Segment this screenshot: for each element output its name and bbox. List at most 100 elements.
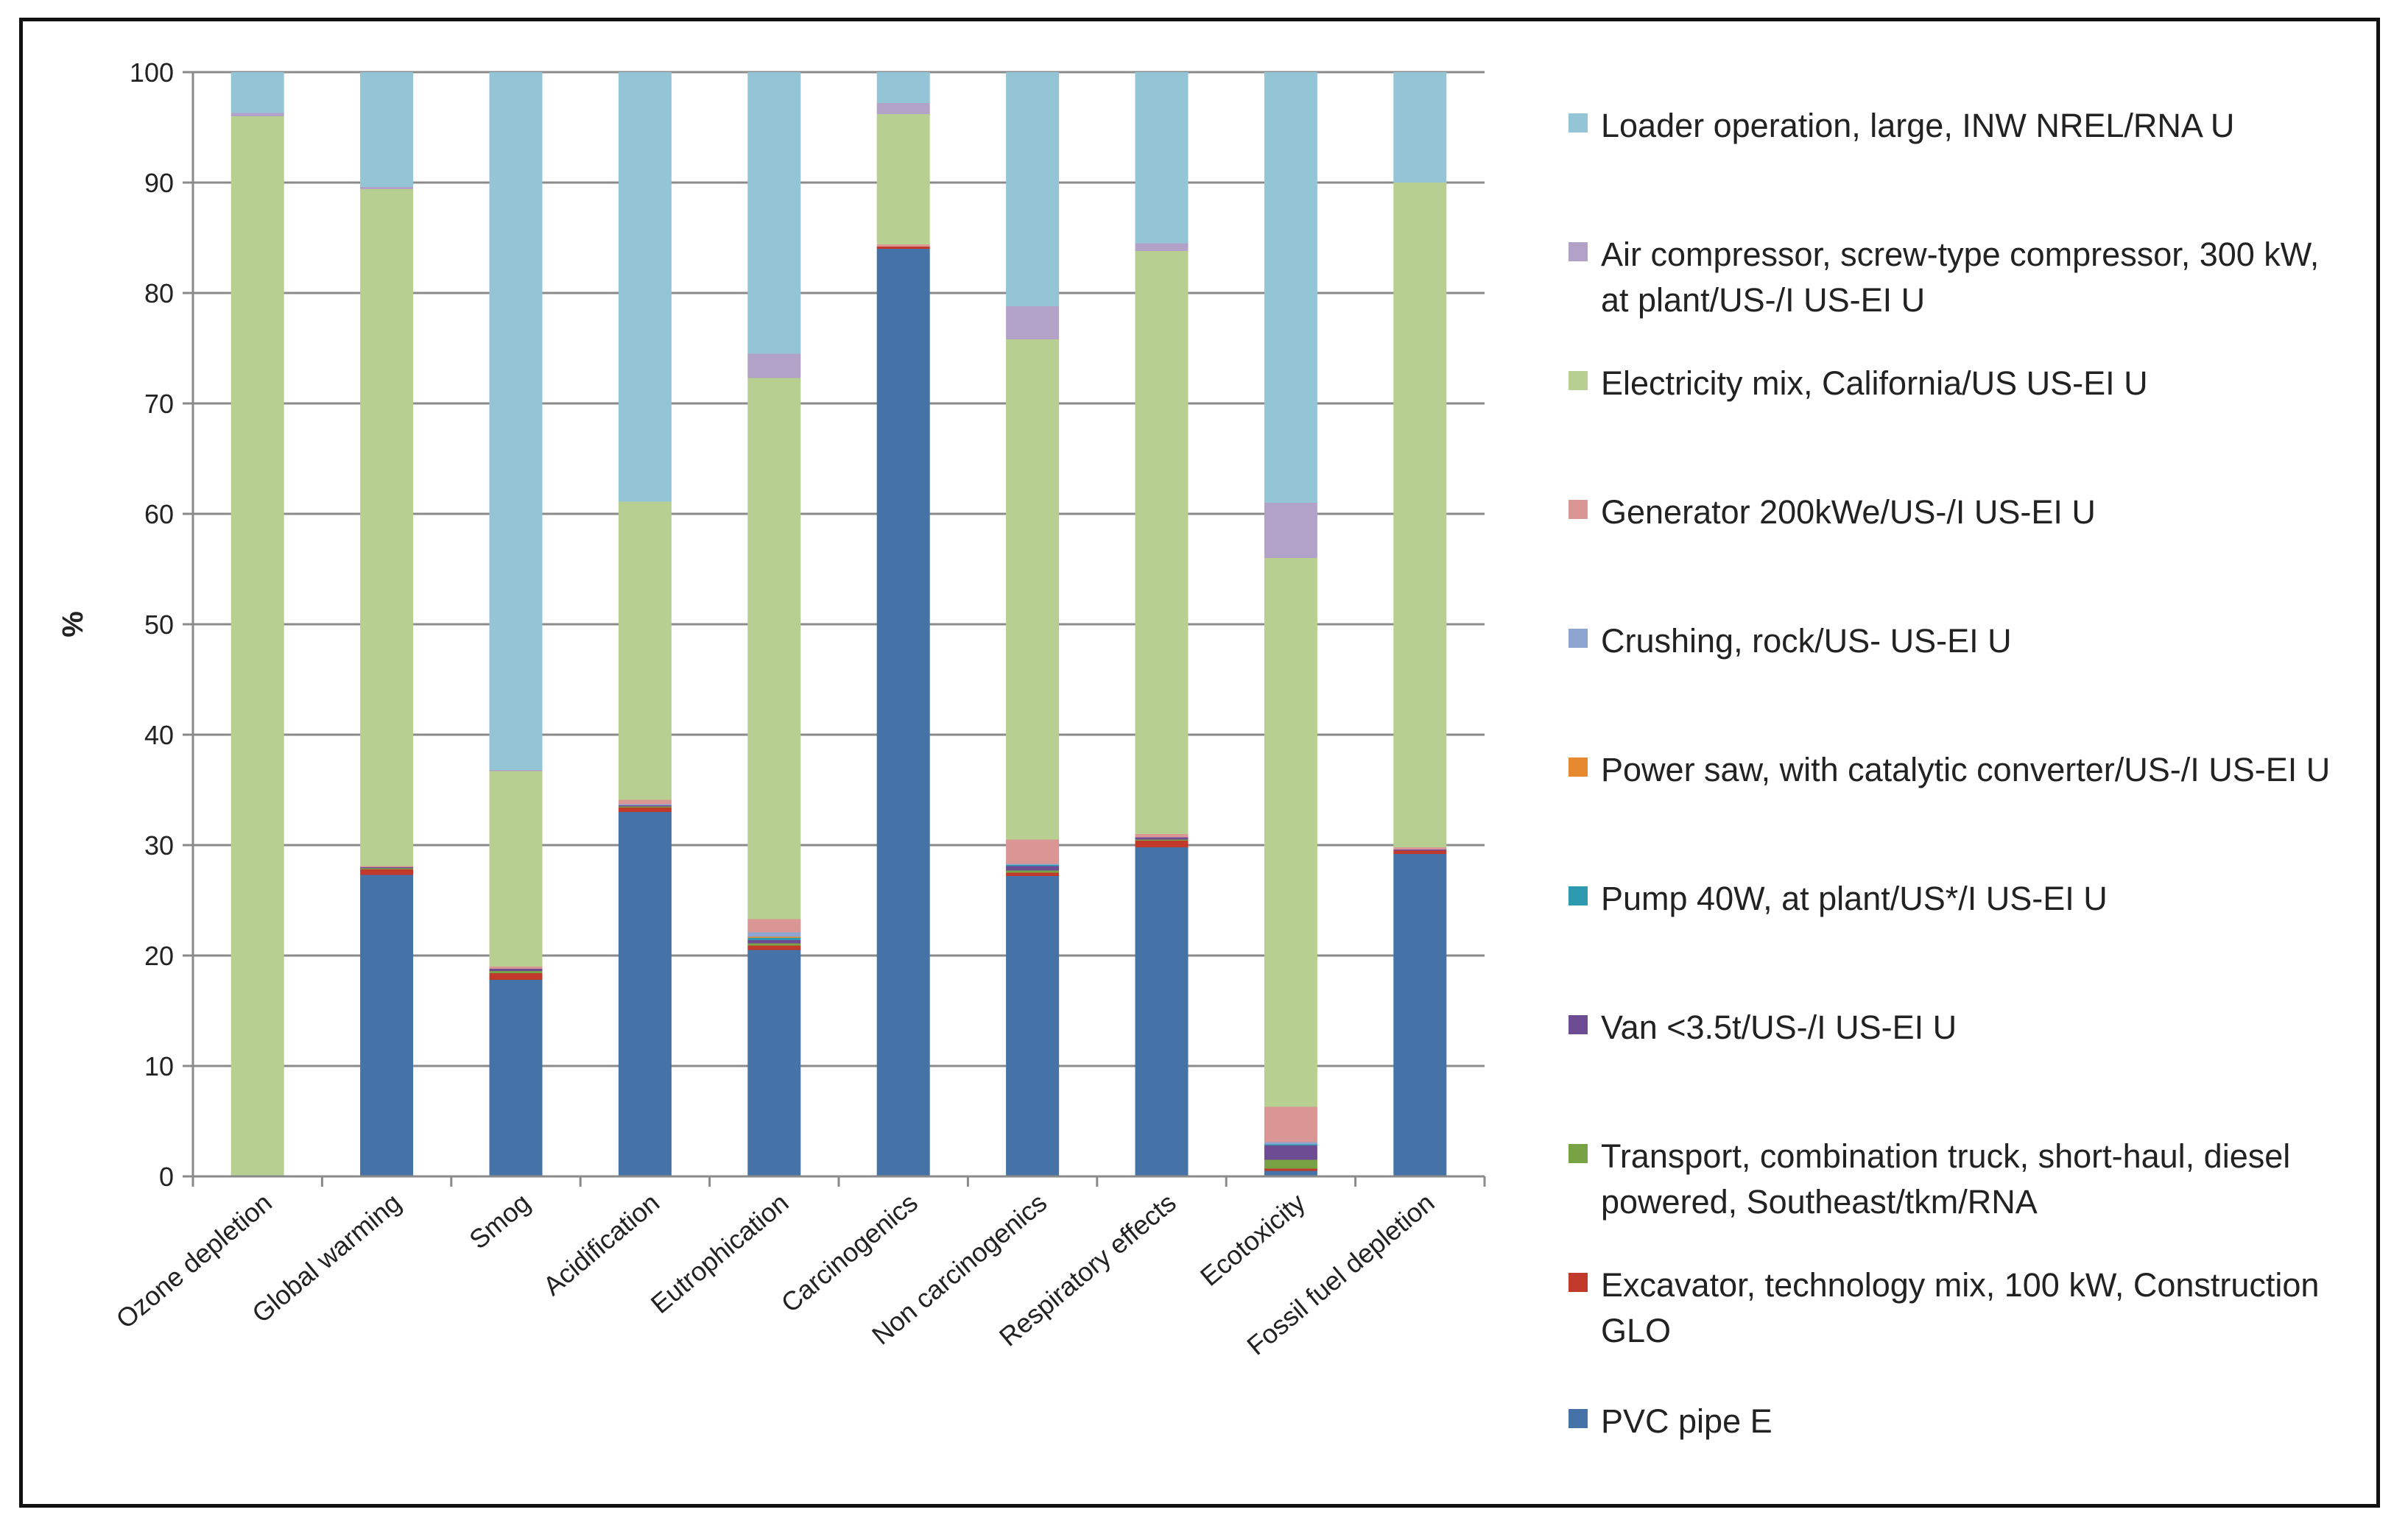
legend-item: Air compressor, screw-type compressor, 3… bbox=[1569, 232, 2349, 323]
bar-segment bbox=[1006, 864, 1060, 865]
bar-segment bbox=[618, 808, 672, 812]
y-tick-label: 0 bbox=[159, 1162, 174, 1192]
bar-segment bbox=[1135, 834, 1189, 838]
bar-segment bbox=[1135, 837, 1189, 840]
bar-segment bbox=[1393, 183, 1447, 847]
y-tick-label: 40 bbox=[144, 720, 174, 750]
bar-segment bbox=[618, 805, 672, 807]
bar-segment bbox=[1393, 850, 1447, 851]
bar-segment bbox=[747, 936, 801, 938]
legend-label: Electricity mix, California/US US-EI U bbox=[1601, 364, 2148, 402]
bar-segment bbox=[747, 938, 801, 940]
legend-label: Van <3.5t/US-/I US-EI U bbox=[1601, 1009, 1957, 1046]
bar-segment bbox=[1135, 847, 1189, 1176]
bar-segment bbox=[876, 249, 930, 1176]
bar-segment bbox=[360, 189, 414, 866]
bar-segment bbox=[1264, 1144, 1317, 1145]
legend-item: Generator 200kWe/US-/I US-EI U bbox=[1569, 490, 2349, 535]
legend-label: Generator 200kWe/US-/I US-EI U bbox=[1601, 493, 2096, 531]
bar-segment bbox=[747, 950, 801, 1176]
bar-segment bbox=[1264, 558, 1317, 1107]
bar-segment bbox=[1264, 1145, 1317, 1160]
legend-label: Transport, combination truck, short-haul… bbox=[1601, 1137, 2291, 1221]
y-tick-label: 100 bbox=[130, 57, 174, 88]
bar-segment bbox=[489, 771, 543, 967]
bar-segment bbox=[1006, 72, 1060, 306]
bar-segment bbox=[230, 116, 284, 1176]
bar-segment bbox=[876, 103, 930, 114]
legend-item: PVC pipe E bbox=[1569, 1399, 2349, 1444]
bar-segment bbox=[1135, 841, 1189, 847]
bar-segment bbox=[618, 799, 672, 805]
legend-swatch bbox=[1569, 758, 1588, 777]
bar-segment bbox=[876, 72, 930, 103]
bar-segment bbox=[1006, 870, 1060, 873]
x-category-label: Smog bbox=[463, 1187, 535, 1255]
bar-segment bbox=[876, 244, 930, 247]
bar-segment bbox=[1006, 339, 1060, 840]
bar-segment bbox=[230, 72, 284, 113]
bar-segment bbox=[489, 72, 543, 770]
bar-segment bbox=[747, 353, 801, 378]
legend-item: Electricity mix, California/US US-EI U bbox=[1569, 361, 2349, 406]
bar-segment bbox=[489, 971, 543, 973]
legend-item: Van <3.5t/US-/I US-EI U bbox=[1569, 1005, 2349, 1050]
y-tick-label: 30 bbox=[144, 830, 174, 861]
bar-segment bbox=[1006, 876, 1060, 1176]
bar-segment bbox=[618, 72, 672, 502]
legend-item: Pump 40W, at plant/US*/I US-EI U bbox=[1569, 876, 2349, 922]
bar-segment bbox=[876, 247, 930, 249]
bar-segment bbox=[360, 72, 414, 187]
bar-segment bbox=[1006, 306, 1060, 339]
bar-segment bbox=[360, 875, 414, 1176]
y-tick-label: 50 bbox=[144, 610, 174, 640]
bar-segment bbox=[1264, 1168, 1317, 1171]
bar-segment bbox=[747, 932, 801, 937]
bar-segment bbox=[1135, 72, 1189, 244]
legend-item: Excavator, technology mix, 100 kW, Const… bbox=[1569, 1263, 2349, 1354]
bar-segment bbox=[1006, 865, 1060, 866]
bar-segment bbox=[618, 806, 672, 808]
bar-series bbox=[230, 72, 1447, 1176]
bar-segment bbox=[747, 945, 801, 950]
chart-frame bbox=[19, 18, 2380, 1508]
legend-label: Power saw, with catalytic converter/US-/… bbox=[1601, 751, 2331, 788]
bar-segment bbox=[489, 770, 543, 771]
bar-segment bbox=[1006, 872, 1060, 876]
bar-segment bbox=[360, 866, 414, 867]
legend-label: Excavator, technology mix, 100 kW, Const… bbox=[1601, 1266, 2320, 1349]
x-category-label: Ecotoxicity bbox=[1194, 1187, 1311, 1292]
y-tick-label: 90 bbox=[144, 168, 174, 198]
x-category-label: Eutrophication bbox=[645, 1187, 795, 1319]
y-tick-label: 10 bbox=[144, 1051, 174, 1081]
bar-segment bbox=[1264, 72, 1317, 503]
y-tick-label: 20 bbox=[144, 941, 174, 971]
bar-segment bbox=[747, 378, 801, 919]
y-tick-label: 60 bbox=[144, 499, 174, 529]
bar-segment bbox=[618, 812, 672, 1176]
legend-swatch bbox=[1569, 1273, 1588, 1292]
bar-segment bbox=[747, 919, 801, 933]
y-tick-label: 70 bbox=[144, 389, 174, 419]
legend-swatch bbox=[1569, 629, 1588, 648]
bar-segment bbox=[360, 867, 414, 869]
bar-segment bbox=[489, 967, 543, 969]
bar-segment bbox=[360, 187, 414, 189]
x-category-label: Acidification bbox=[538, 1187, 666, 1302]
legend-label: Loader operation, large, INW NREL/RNA U bbox=[1601, 107, 2235, 144]
bar-segment bbox=[747, 72, 801, 354]
legend-label: Air compressor, screw-type compressor, 3… bbox=[1601, 236, 2320, 319]
legend-swatch bbox=[1569, 1015, 1588, 1034]
bar-segment bbox=[747, 940, 801, 944]
legend-item: Transport, combination truck, short-haul… bbox=[1569, 1134, 2349, 1225]
bar-segment bbox=[1006, 839, 1060, 864]
legend-swatch bbox=[1569, 371, 1588, 390]
y-axis-label: % bbox=[57, 611, 89, 638]
bar-segment bbox=[1006, 866, 1060, 871]
bar-segment bbox=[876, 114, 930, 244]
y-tick-label: 80 bbox=[144, 278, 174, 308]
bar-segment bbox=[1135, 243, 1189, 251]
bar-segment bbox=[1135, 251, 1189, 834]
legend-swatch bbox=[1569, 1409, 1588, 1428]
